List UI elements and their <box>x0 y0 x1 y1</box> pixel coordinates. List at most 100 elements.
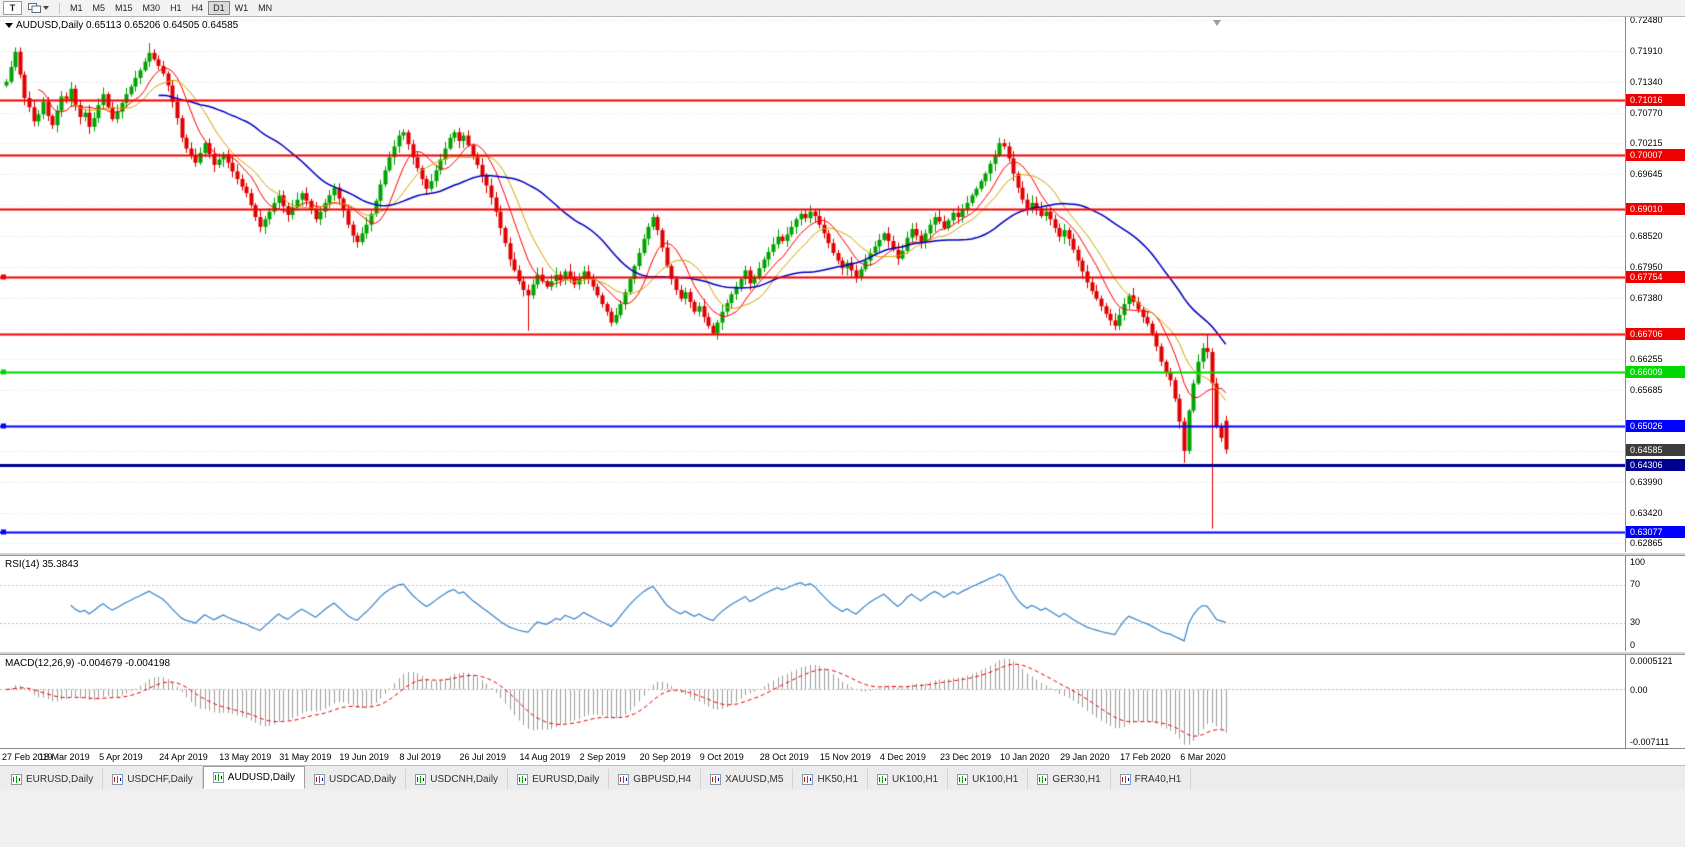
chart-tab-hk50-h1[interactable]: HK50,H1 <box>793 769 869 789</box>
rsi-chart-canvas[interactable] <box>0 556 1625 651</box>
price-line-badge: 0.66009 <box>1626 366 1685 379</box>
rsi-level-0: 0 <box>1630 640 1636 650</box>
panel-divider[interactable] <box>0 552 1685 556</box>
chart-tab-ger30-h1[interactable]: GER30,H1 <box>1028 769 1111 789</box>
cascade-icon <box>28 3 41 13</box>
timeframe-d1-button[interactable]: D1 <box>208 1 230 15</box>
timeframe-buttons: M1 M5 M15 M30 H1 H4 D1 W1 MN <box>65 1 277 15</box>
triangle-down-icon <box>5 23 13 28</box>
chart-tab-icon <box>957 773 969 785</box>
timeframe-m15-button[interactable]: M15 <box>110 1 138 15</box>
price-tick: 0.65685 <box>1630 384 1663 395</box>
timeframe-m5-button[interactable]: M5 <box>88 1 111 15</box>
timeframe-h4-button[interactable]: H4 <box>187 1 209 15</box>
chart-tab-eurusd-daily[interactable]: EURUSD,Daily <box>508 769 610 789</box>
chart-tab-label: USDCHF,Daily <box>127 773 193 785</box>
chart-tab-icon <box>1037 773 1049 785</box>
chart-tab-uk100-h1[interactable]: UK100,H1 <box>948 769 1029 789</box>
price-chart-canvas[interactable] <box>0 17 1625 552</box>
date-label: 28 Oct 2019 <box>759 752 809 762</box>
chart-tab-label: XAUUSD,M5 <box>725 773 784 785</box>
chart-tab-uk100-h1[interactable]: UK100,H1 <box>868 769 949 789</box>
chart-symbol: AUDUSD,Daily <box>16 20 84 31</box>
toolbar-separator <box>59 2 60 14</box>
chart-tab-label: EURUSD,Daily <box>26 773 94 785</box>
chart-ohlc: 0.65113 0.65206 0.64505 0.64585 <box>86 20 239 31</box>
price-tick: 0.69645 <box>1630 169 1663 180</box>
price-tick: 0.62865 <box>1630 538 1663 549</box>
rsi-level-30: 30 <box>1630 617 1641 627</box>
chart-tab-icon <box>11 773 22 785</box>
current-price-badge: 0.64585 <box>1626 443 1685 456</box>
chart-tab-xauusd-m5[interactable]: XAUUSD,M5 <box>701 769 794 789</box>
chart-tab-icon <box>314 773 326 785</box>
chart-tab-usdchf-daily[interactable]: USDCHF,Daily <box>103 769 203 789</box>
chart-tab-label: EURUSD,Daily <box>532 773 600 785</box>
chart-tab-fra40-h1[interactable]: FRA40,H1 <box>1111 769 1192 789</box>
rsi-panel: RSI(14) 35.3843 100 70 30 0 <box>0 556 1685 651</box>
chart-tab-icon <box>415 773 427 785</box>
price-tick: 0.72480 <box>1630 15 1663 26</box>
macd-chart-canvas[interactable] <box>0 655 1625 748</box>
timeframe-h1-button[interactable]: H1 <box>165 1 187 15</box>
date-label: 9 Oct 2019 <box>699 752 744 762</box>
price-tick: 0.70215 <box>1630 138 1663 149</box>
macd-axis: 0.0005121 0.00 -0.007111 <box>1625 655 1685 748</box>
rsi-level-100: 100 <box>1630 557 1646 567</box>
chart-tab-gbpusd-h4[interactable]: GBPUSD,H4 <box>609 769 702 789</box>
date-label: 26 Jul 2019 <box>459 752 507 762</box>
chart-tab-label: FRA40,H1 <box>1134 773 1182 785</box>
date-label: 6 Mar 2020 <box>1180 752 1226 762</box>
panel-divider[interactable] <box>0 651 1685 655</box>
price-tick: 0.68520 <box>1630 230 1663 241</box>
chart-tab-eurusd-daily[interactable]: EURUSD,Daily <box>2 769 104 789</box>
price-axis[interactable]: 0.72480 0.71910 0.71340 0.70770 0.70215 0.696… <box>1625 15 1685 552</box>
chart-tab-label: HK50,H1 <box>817 773 859 785</box>
chart-tab-usdcad-daily[interactable]: USDCAD,Daily <box>305 769 407 789</box>
chart-shift-marker[interactable] <box>1213 20 1221 26</box>
date-axis[interactable]: 27 Feb 2019 18 Mar 2019 5 Apr 2019 24 Apr 2… <box>0 748 1685 765</box>
macd-label: MACD(12,26,9) -0.004679 -0.004198 <box>5 658 171 669</box>
date-label: 27 Feb 2019 <box>2 752 53 762</box>
timeframe-m1-button[interactable]: M1 <box>65 1 88 15</box>
timeframe-m30-button[interactable]: M30 <box>138 1 166 15</box>
timeframe-w1-button[interactable]: W1 <box>230 1 254 15</box>
price-line-badge: 0.67754 <box>1626 271 1685 284</box>
price-line-badge: 0.66706 <box>1626 328 1685 341</box>
chart-tab-bar: EURUSD,Daily USDCHF,Daily AUDUSD,Daily USDC… <box>0 765 1685 789</box>
date-label: 8 Jul 2019 <box>399 752 441 762</box>
price-tick: 0.70770 <box>1630 108 1663 119</box>
date-label: 19 Jun 2019 <box>339 752 389 762</box>
macd-scale-zero: 0.00 <box>1630 684 1648 695</box>
date-label: 24 Apr 2019 <box>159 752 208 762</box>
date-label: 23 Dec 2019 <box>939 752 991 762</box>
chart-tab-icon <box>1119 773 1131 785</box>
timeframe-mn-button[interactable]: MN <box>253 1 277 15</box>
rsi-axis: 100 70 30 0 <box>1625 556 1685 651</box>
macd-scale-top: 0.0005121 <box>1630 656 1673 666</box>
price-line-badge: 0.71016 <box>1626 93 1685 106</box>
price-line-badge: 0.65026 <box>1626 419 1685 432</box>
chart-tab-usdcnh-daily[interactable]: USDCNH,Daily <box>406 769 509 789</box>
date-label: 5 Apr 2019 <box>99 752 143 762</box>
chart-tab-icon <box>802 773 814 785</box>
date-label: 17 Feb 2020 <box>1120 752 1171 762</box>
caret-down-icon <box>43 6 49 10</box>
chart-tab-audusd-daily[interactable]: AUDUSD,Daily <box>202 766 306 789</box>
date-label: 13 May 2019 <box>219 752 272 762</box>
date-label: 15 Nov 2019 <box>819 752 871 762</box>
chart-tab-icon <box>517 773 529 785</box>
price-line-badge: 0.69010 <box>1626 202 1685 215</box>
chart-title: AUDUSD,Daily 0.65113 0.65206 0.64505 0.6… <box>5 20 238 31</box>
chart-tab-label: UK100,H1 <box>972 773 1019 785</box>
timeframe-toolbar: T M1 M5 M15 M30 H1 H4 D1 W1 MN <box>0 0 1685 17</box>
date-label: 18 Mar 2019 <box>39 752 90 762</box>
chart-cascade-dropdown-button[interactable] <box>23 1 54 15</box>
t-tool-button[interactable]: T <box>3 1 22 15</box>
date-label: 4 Dec 2019 <box>879 752 926 762</box>
chart-tab-icon <box>112 773 124 785</box>
chart-tab-label: USDCAD,Daily <box>329 773 397 785</box>
rsi-label: RSI(14) 35.3843 <box>5 559 79 570</box>
price-tick: 0.66255 <box>1630 353 1663 364</box>
chart-tab-label: GER30,H1 <box>1052 773 1101 785</box>
